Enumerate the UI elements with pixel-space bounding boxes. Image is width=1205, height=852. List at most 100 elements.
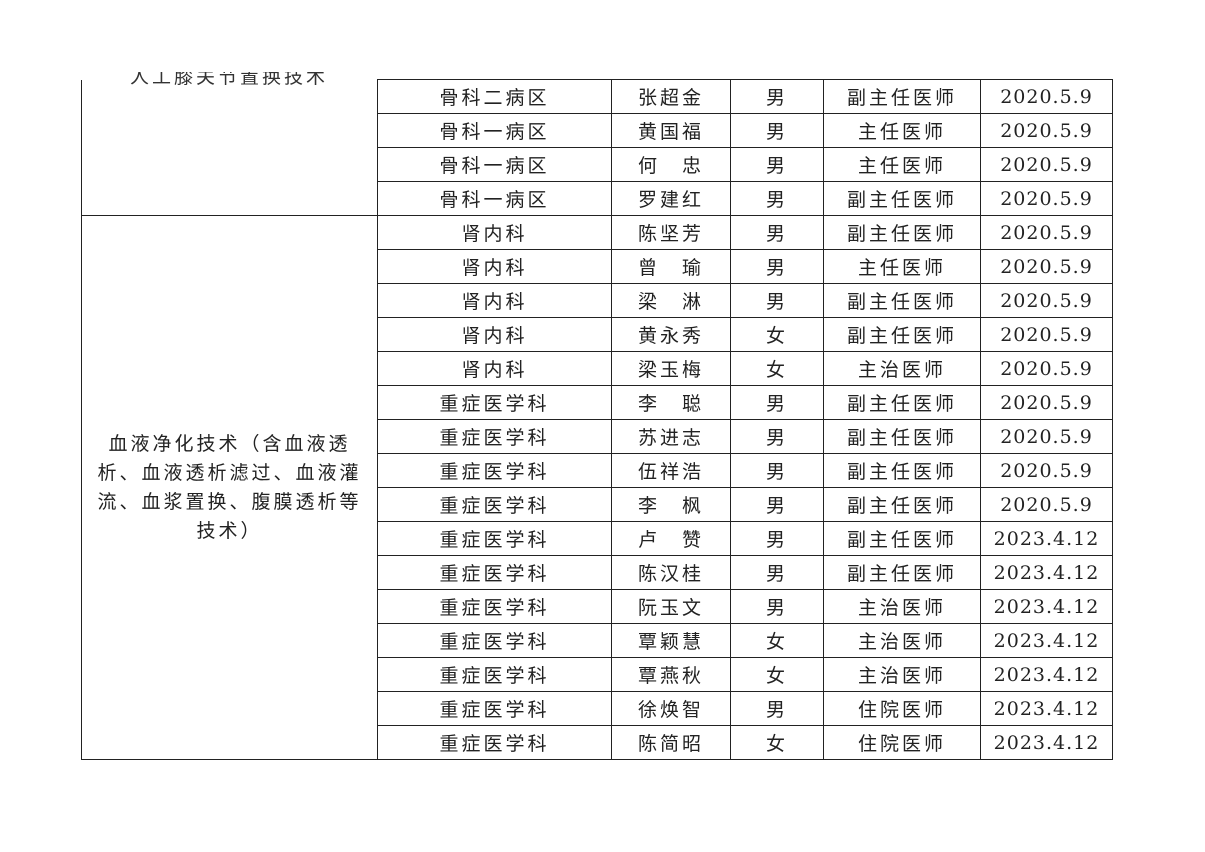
title-cell: 主任医师: [823, 147, 981, 182]
title-cell: 主任医师: [823, 249, 981, 284]
department-cell: 肾内科: [377, 249, 612, 284]
date-cell: 2020.5.9: [980, 419, 1113, 454]
gender-cell: 男: [730, 691, 824, 726]
doctor-name-cell: 阮玉文: [611, 589, 731, 624]
gender-cell: 女: [730, 351, 824, 386]
date-cell: 2023.4.12: [980, 521, 1113, 556]
date-cell: 2023.4.12: [980, 657, 1113, 692]
technique-cell: [81, 79, 378, 216]
date-cell: 2020.5.9: [980, 317, 1113, 352]
doctor-name-cell: 陈简昭: [611, 725, 731, 760]
date-cell: 2020.5.9: [980, 215, 1113, 250]
date-cell: 2023.4.12: [980, 725, 1113, 760]
title-cell: 副主任医师: [823, 181, 981, 216]
doctor-name-cell: 黄永秀: [611, 317, 731, 352]
date-cell: 2020.5.9: [980, 351, 1113, 386]
doctor-name-cell: 张超金: [611, 79, 731, 114]
date-cell: 2023.4.12: [980, 691, 1113, 726]
table-row: 重症医学科李 枫男副主任医师 2020.5.9: [82, 487, 1113, 522]
doctor-name-cell: 陈汉桂: [611, 555, 731, 590]
gender-cell: 男: [730, 249, 824, 284]
department-cell: 骨科一病区: [377, 181, 612, 216]
department-cell: 重症医学科: [377, 725, 612, 760]
title-cell: 副主任医师: [823, 317, 981, 352]
doctor-name-cell: 徐焕智: [611, 691, 731, 726]
department-cell: 肾内科: [377, 351, 612, 386]
doctor-name-cell: 卢 赞: [611, 521, 731, 556]
gender-cell: 男: [730, 215, 824, 250]
doctor-name-cell: 罗建红: [611, 181, 731, 216]
doctor-table: 骨科二病区 张超金男副主任医师 2020.5.9 骨科一病区 黄国福男主任医师 2020.…: [81, 79, 1113, 760]
doctor-name-cell: 黄国福: [611, 113, 731, 148]
gender-cell: 男: [730, 283, 824, 318]
table-row: 重症医学科卢 赞男副主任医师 2023.4.12: [82, 521, 1113, 556]
date-cell: 2020.5.9: [980, 147, 1113, 182]
department-cell: 重症医学科: [377, 555, 612, 590]
technique-cell: 血液净化技术（含血液透析、血液透析滤过、血液灌流、血浆置换、腹膜透析等技术）: [81, 215, 378, 760]
gender-cell: 男: [730, 589, 824, 624]
date-cell: 2020.5.9: [980, 79, 1113, 114]
title-cell: 副主任医师: [823, 419, 981, 454]
department-cell: 重症医学科: [377, 623, 612, 658]
table-row: 肾内科曾 瑜男主任医师 2020.5.9: [82, 249, 1113, 284]
date-cell: 2020.5.9: [980, 487, 1113, 522]
department-cell: 骨科一病区: [377, 113, 612, 148]
department-cell: 重症医学科: [377, 589, 612, 624]
gender-cell: 女: [730, 623, 824, 658]
date-cell: 2020.5.9: [980, 249, 1113, 284]
table-row: 肾内科 梁玉梅女主治医师 2020.5.9: [82, 351, 1113, 386]
title-cell: 副主任医师: [823, 79, 981, 114]
department-cell: 肾内科: [377, 317, 612, 352]
title-cell: 副主任医师: [823, 555, 981, 590]
gender-cell: 男: [730, 453, 824, 488]
gender-cell: 女: [730, 317, 824, 352]
doctor-name-cell: 陈坚芳: [611, 215, 731, 250]
title-cell: 主任医师: [823, 113, 981, 148]
doctor-name-cell: 伍祥浩: [611, 453, 731, 488]
doctor-name-cell: 何 忠: [611, 147, 731, 182]
table-row: 骨科二病区 张超金男副主任医师 2020.5.9: [81, 79, 1113, 216]
gender-cell: 男: [730, 555, 824, 590]
department-cell: 重症医学科: [377, 385, 612, 420]
title-cell: 副主任医师: [823, 215, 981, 250]
table-row: 血液净化技术（含血液透析、血液透析滤过、血液灌流、血浆置换、腹膜透析等技术） 肾内…: [81, 215, 1113, 760]
gender-cell: 男: [730, 419, 824, 454]
table-row: 重症医学科 陈简昭女住院医师 2023.4.12: [82, 725, 1113, 760]
department-cell: 肾内科: [377, 283, 612, 318]
gender-cell: 男: [730, 487, 824, 522]
table-row: 重症医学科 覃颖慧女主治医师 2023.4.12: [82, 623, 1113, 658]
gender-cell: 男: [730, 181, 824, 216]
table-row: 重症医学科 伍祥浩男副主任医师 2020.5.9: [82, 453, 1113, 488]
department-cell: 重症医学科: [377, 521, 612, 556]
doctor-name-cell: 覃颖慧: [611, 623, 731, 658]
gender-cell: 女: [730, 657, 824, 692]
doctor-name-cell: 梁 淋: [611, 283, 731, 318]
date-cell: 2023.4.12: [980, 623, 1113, 658]
table-row: 重症医学科 苏进志男副主任医师 2020.5.9: [82, 419, 1113, 454]
title-cell: 主治医师: [823, 623, 981, 658]
title-cell: 副主任医师: [823, 521, 981, 556]
department-cell: 肾内科: [377, 215, 612, 250]
department-cell: 重症医学科: [377, 419, 612, 454]
title-cell: 副主任医师: [823, 453, 981, 488]
title-cell: 主治医师: [823, 589, 981, 624]
gender-cell: 男: [730, 113, 824, 148]
gender-cell: 男: [730, 147, 824, 182]
table-row: 骨科一病区 黄国福男主任医师 2020.5.9: [82, 113, 1113, 148]
table-row: 重症医学科 陈汉桂男副主任医师 2023.4.12: [82, 555, 1113, 590]
title-cell: 主治医师: [823, 351, 981, 386]
date-cell: 2020.5.9: [980, 385, 1113, 420]
title-cell: 住院医师: [823, 725, 981, 760]
date-cell: 2020.5.9: [980, 113, 1113, 148]
date-cell: 2020.5.9: [980, 453, 1113, 488]
doctor-name-cell: 苏进志: [611, 419, 731, 454]
gender-cell: 男: [730, 521, 824, 556]
table-row: 重症医学科 徐焕智男住院医师 2023.4.12: [82, 691, 1113, 726]
department-cell: 骨科二病区: [377, 79, 612, 114]
doctor-name-cell: 梁玉梅: [611, 351, 731, 386]
gender-cell: 女: [730, 725, 824, 760]
table-row: 肾内科梁 淋男副主任医师 2020.5.9: [82, 283, 1113, 318]
date-cell: 2023.4.12: [980, 589, 1113, 624]
title-cell: 副主任医师: [823, 487, 981, 522]
title-cell: 副主任医师: [823, 385, 981, 420]
